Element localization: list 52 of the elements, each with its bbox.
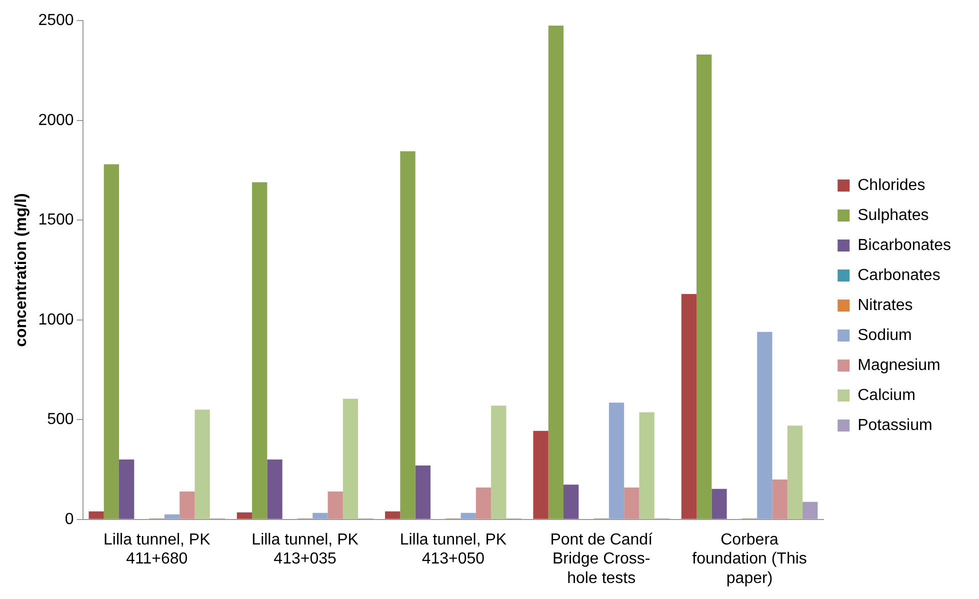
bar: [696, 54, 712, 519]
x-tick-label: Lilla tunnel, PK 413+050: [400, 531, 507, 568]
legend-label: Sulphates: [858, 206, 929, 224]
y-tick-label: 0: [64, 510, 74, 528]
x-tick-label: Corbera foundation (This paper): [692, 531, 807, 587]
bar: [787, 426, 803, 519]
legend-label: Nitrates: [858, 296, 913, 314]
bar: [533, 430, 548, 519]
bar: [491, 406, 506, 519]
bar: [772, 479, 788, 519]
bar: [460, 512, 476, 519]
legend-label: Chlorides: [858, 176, 926, 194]
bar: [415, 466, 430, 519]
x-tick-label: Lilla tunnel, PK 413+035: [252, 531, 359, 568]
bar: [476, 487, 492, 519]
bar: [639, 412, 654, 519]
bar: [312, 512, 328, 519]
bar: [119, 460, 134, 519]
bar: [802, 502, 818, 519]
bar: [385, 511, 400, 519]
bar: [342, 398, 358, 519]
y-axis-title: concentration (mg/l): [13, 193, 30, 347]
bar: [236, 512, 252, 519]
y-tick-label: 2000: [38, 112, 74, 129]
legend-label: Sodium: [858, 326, 912, 344]
bar: [712, 488, 727, 519]
y-tick-label: 1500: [38, 212, 74, 229]
bar: [252, 182, 268, 519]
legend-label: Bicarbonates: [858, 236, 951, 254]
bar: [757, 332, 772, 519]
bar: [400, 151, 416, 519]
bar: [194, 410, 210, 519]
bar: [608, 402, 624, 519]
bar: [548, 26, 564, 519]
bar: [328, 491, 343, 519]
bar: [180, 491, 195, 519]
legend-label: Magnesium: [858, 356, 940, 374]
x-tick-label: Lilla tunnel, PK 411+680: [104, 531, 211, 568]
y-tick-label: 2500: [38, 12, 74, 30]
y-tick-label: 500: [47, 411, 74, 428]
bar: [681, 294, 697, 519]
bar: [104, 164, 120, 519]
bar: [564, 484, 579, 519]
bar: [164, 514, 180, 519]
bar: [267, 460, 282, 519]
bar: [624, 487, 640, 519]
y-tick-label: 1000: [38, 311, 74, 328]
legend-label: Calcium: [858, 386, 916, 404]
bar: [88, 511, 104, 519]
legend-label: Potassium: [858, 416, 932, 434]
x-tick-label: Pont de Candí Bridge Cross-hole tests: [550, 531, 654, 587]
legend-label: Carbonates: [858, 266, 940, 284]
